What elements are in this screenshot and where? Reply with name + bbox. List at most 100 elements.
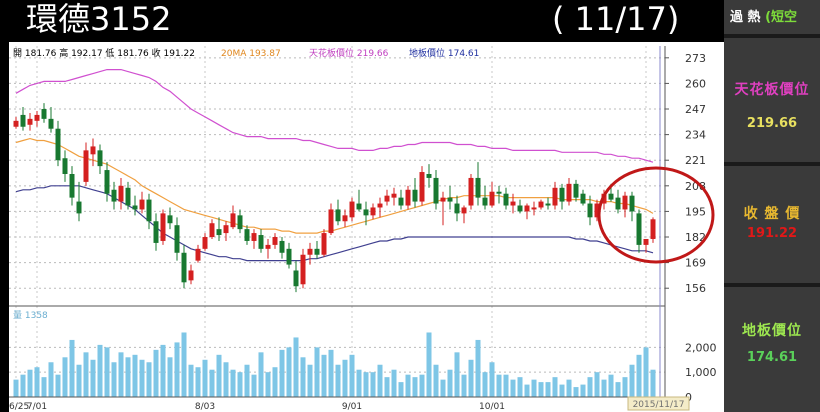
date-tick-label: 6/25 (9, 402, 29, 412)
volume-bar (328, 349, 334, 397)
candle-body (293, 270, 299, 287)
candle-body (524, 205, 530, 212)
volume-bar (272, 367, 278, 397)
price-tick-label: 182 (685, 231, 706, 244)
date-tick-label: 7/01 (27, 402, 47, 412)
volume-bar (97, 344, 103, 397)
status-panel: 過 熱 (短空 天花板價位 219.66 收 盤 價 191.22 地板價位 1… (724, 0, 820, 412)
volume-bar (90, 359, 96, 397)
volume-bar (545, 382, 551, 397)
ceiling-price-label: 天花板價位 (734, 82, 810, 98)
legend-ma: 20MA 193.87 (221, 49, 281, 59)
candle-body (167, 215, 173, 224)
candle-body (279, 240, 285, 253)
volume-bar (433, 364, 439, 397)
price-tick-label: 195 (685, 205, 706, 218)
candle-body (314, 248, 320, 255)
volume-bar (342, 359, 348, 397)
candle-body (356, 203, 362, 210)
trend-state: (短空 (765, 10, 798, 25)
candle-body (34, 114, 40, 121)
candle-body (517, 205, 523, 212)
volume-bar (454, 352, 460, 397)
volume-bar (489, 362, 495, 397)
volume-bar (601, 379, 607, 397)
volume-tick-label: 1,000 (685, 366, 717, 379)
candle-body (629, 195, 635, 212)
candle-body (489, 191, 495, 206)
candle-body (349, 201, 355, 218)
volume-bar (468, 359, 474, 397)
legend-ceiling: 天花板價位 219.66 (309, 47, 389, 59)
volume-bar (559, 384, 565, 397)
volume-bar (510, 379, 516, 397)
price-tick-label: 169 (685, 257, 706, 270)
volume-bar (524, 384, 530, 397)
volume-bar (258, 352, 264, 397)
candle-body (195, 248, 201, 261)
candle-body (342, 215, 348, 222)
candle-body (475, 177, 481, 198)
volume-bar (13, 379, 19, 397)
volume-bar (482, 372, 488, 397)
candle-body (69, 174, 75, 198)
candle-body (370, 207, 376, 216)
candle-body (426, 174, 432, 178)
volume-bar (622, 377, 628, 397)
candle-body (251, 233, 257, 241)
candle-body (286, 248, 292, 265)
candle-body (482, 197, 488, 206)
candle-body (552, 187, 558, 206)
candle-body (650, 219, 656, 239)
candle-body (272, 237, 278, 245)
legend-floor: 地板價位 174.61 (409, 47, 479, 59)
price-tick-label: 234 (685, 129, 706, 142)
candle-body (580, 193, 586, 204)
chart-date: ( 11/17) (552, 0, 680, 38)
close-price-label: 收 盤 價 (743, 206, 801, 222)
volume-bar (300, 357, 306, 397)
candle-body (384, 195, 390, 202)
candle-body (181, 252, 187, 283)
candle-body (622, 195, 628, 210)
volume-bar (174, 342, 180, 397)
candle-body (125, 187, 131, 206)
candle-body (538, 201, 544, 208)
volume-bar (531, 379, 537, 397)
volume-bar (643, 347, 649, 397)
close-price-value: 191.22 (746, 226, 798, 241)
legend-volume: 量 1358 (13, 310, 48, 321)
volume-bar (552, 377, 558, 397)
candle-body (454, 203, 460, 214)
volume-bar (153, 349, 159, 397)
volume-bar (307, 364, 313, 397)
candle-body (545, 203, 551, 206)
price-tick-label: 260 (685, 77, 706, 90)
price-tick-label: 208 (685, 180, 706, 193)
volume-bar (20, 374, 26, 397)
volume-bar (132, 354, 138, 397)
candle-body (328, 209, 334, 234)
volume-bar (188, 364, 194, 397)
volume-bar (181, 332, 187, 397)
candle-body (83, 150, 89, 182)
candle-body (412, 189, 418, 202)
candle-body (300, 254, 306, 285)
volume-bar (573, 387, 579, 397)
candle-body (405, 189, 411, 206)
volume-bar (293, 337, 299, 397)
volume-bar (27, 369, 33, 397)
volume-bar (76, 364, 82, 397)
volume-bar (608, 374, 614, 397)
legend-ohlc: 開 181.76 高 192.17 低 181.76 收 191.22 (13, 47, 195, 59)
candle-body (321, 233, 327, 255)
volume-bar (615, 382, 621, 397)
price-tick-label: 247 (685, 103, 706, 116)
volume-bar (447, 369, 453, 397)
volume-bar (440, 379, 446, 397)
panel-divider (724, 283, 820, 287)
candle-body (447, 197, 453, 202)
candle-body (643, 238, 649, 245)
volume-bar (41, 377, 47, 397)
candle-body (566, 183, 572, 202)
